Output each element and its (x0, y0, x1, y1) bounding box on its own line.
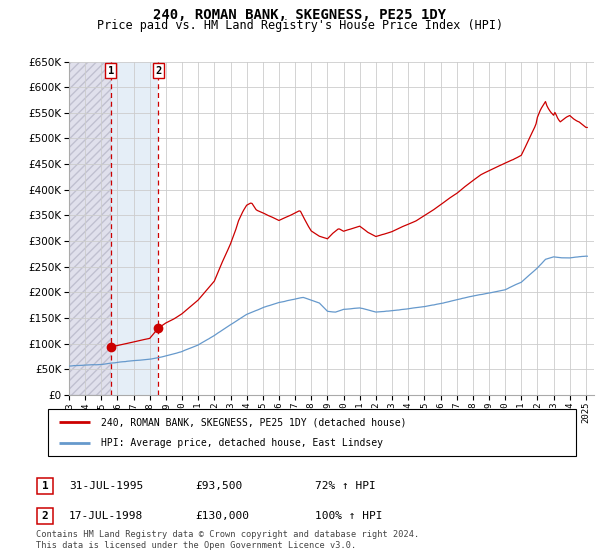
Text: 2: 2 (155, 66, 161, 76)
Text: Contains HM Land Registry data © Crown copyright and database right 2024.
This d: Contains HM Land Registry data © Crown c… (36, 530, 419, 550)
FancyBboxPatch shape (48, 409, 576, 456)
Bar (110, 62, 158, 395)
Text: 17-JUL-1998: 17-JUL-1998 (69, 511, 143, 521)
Text: 240, ROMAN BANK, SKEGNESS, PE25 1DY: 240, ROMAN BANK, SKEGNESS, PE25 1DY (154, 8, 446, 22)
Text: 72% ↑ HPI: 72% ↑ HPI (315, 481, 376, 491)
Text: 31-JUL-1995: 31-JUL-1995 (69, 481, 143, 491)
Bar (69, 62, 110, 395)
Text: 1: 1 (107, 66, 114, 76)
Text: 100% ↑ HPI: 100% ↑ HPI (315, 511, 383, 521)
Text: 1: 1 (41, 481, 49, 491)
Text: HPI: Average price, detached house, East Lindsey: HPI: Average price, detached house, East… (101, 438, 383, 448)
Text: £93,500: £93,500 (195, 481, 242, 491)
Text: £130,000: £130,000 (195, 511, 249, 521)
Text: Price paid vs. HM Land Registry's House Price Index (HPI): Price paid vs. HM Land Registry's House … (97, 19, 503, 32)
FancyBboxPatch shape (37, 508, 53, 524)
FancyBboxPatch shape (37, 478, 53, 494)
Text: 2: 2 (41, 511, 49, 521)
Text: 240, ROMAN BANK, SKEGNESS, PE25 1DY (detached house): 240, ROMAN BANK, SKEGNESS, PE25 1DY (det… (101, 417, 406, 427)
